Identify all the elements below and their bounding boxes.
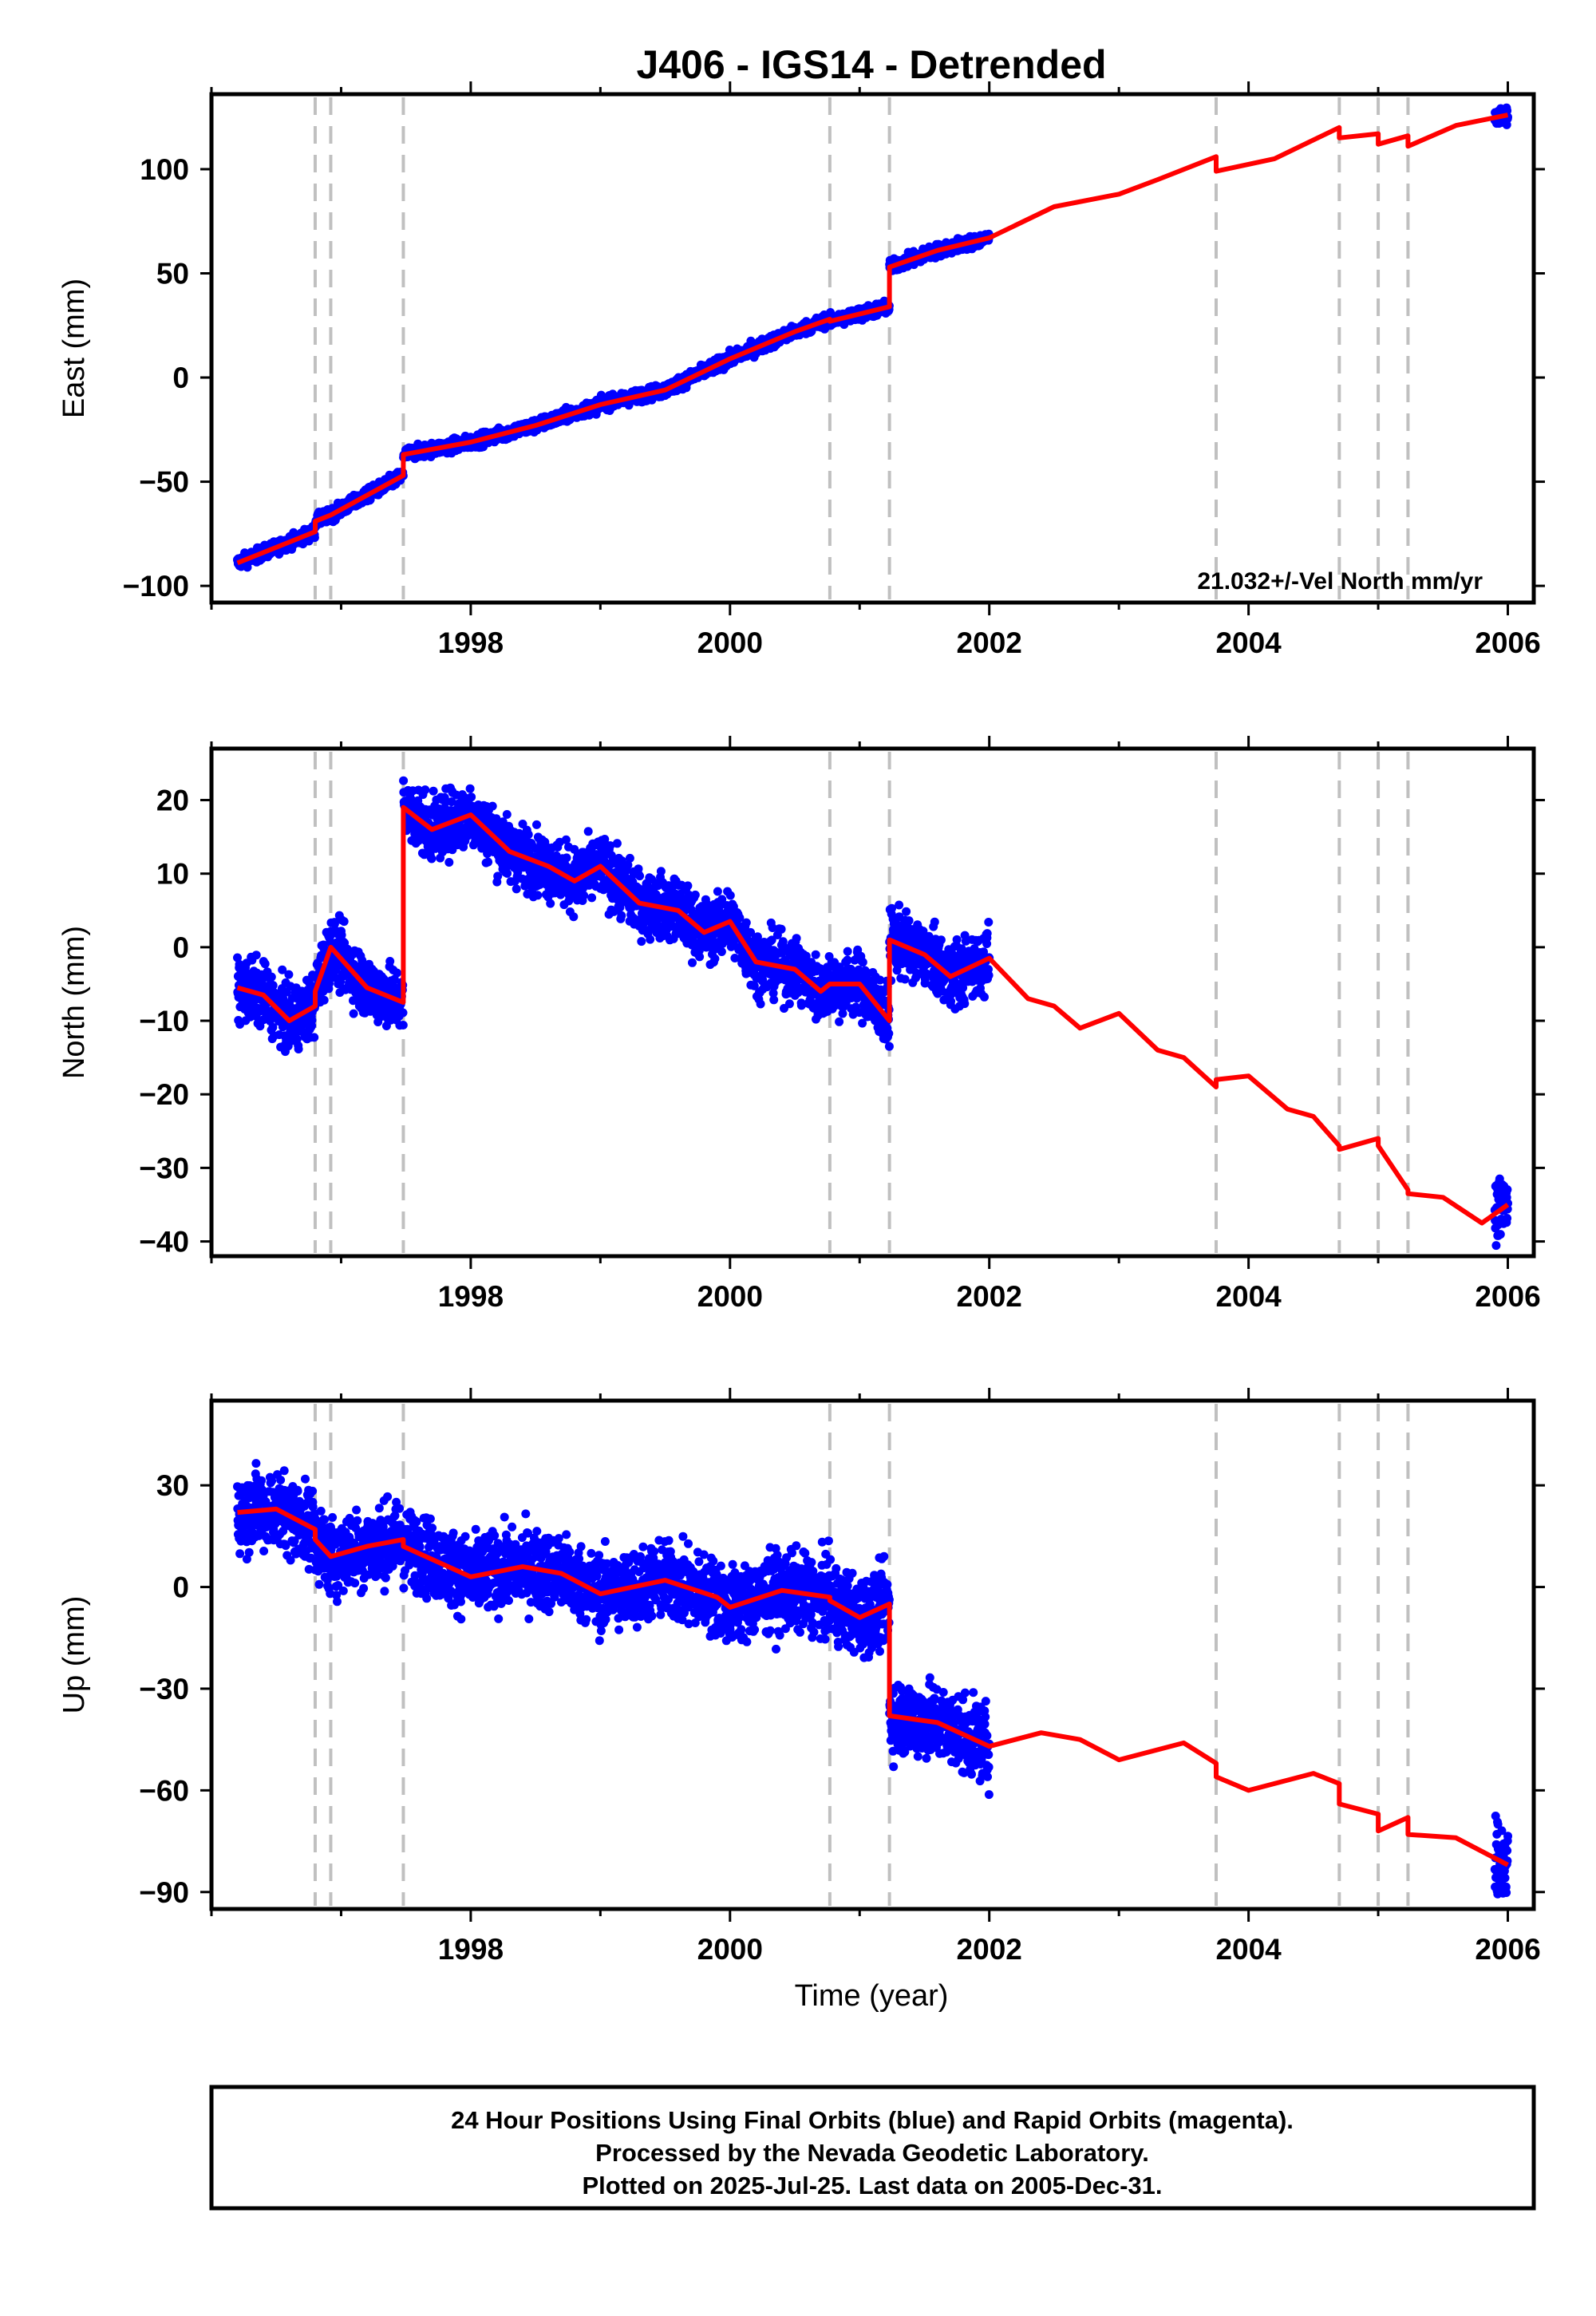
- data-point: [583, 827, 593, 836]
- data-point: [502, 810, 512, 819]
- data-point: [523, 830, 533, 840]
- data-point: [284, 970, 294, 979]
- data-point: [637, 937, 646, 947]
- data-point: [349, 1009, 358, 1018]
- y-axis-label: East (mm): [57, 279, 91, 418]
- data-point: [625, 853, 634, 863]
- data-point: [307, 1015, 317, 1025]
- data-point: [467, 792, 476, 802]
- data-point: [429, 786, 438, 796]
- data-point: [569, 912, 579, 922]
- data-points: [233, 776, 1512, 1251]
- data-point: [587, 893, 597, 903]
- x-tick-label: 2004: [1215, 626, 1282, 659]
- data-point: [310, 1033, 319, 1042]
- data-point: [421, 785, 430, 795]
- x-tick-label: 2002: [957, 626, 1022, 659]
- data-point: [267, 972, 276, 982]
- data-point: [393, 968, 401, 978]
- data-point: [690, 890, 700, 899]
- data-point: [310, 533, 319, 543]
- data-point: [493, 871, 503, 881]
- data-point: [398, 1008, 408, 1018]
- y-tick-label: −100: [123, 570, 189, 603]
- y-tick-label: 0: [172, 362, 189, 394]
- data-point: [251, 951, 261, 960]
- data-point: [533, 891, 543, 900]
- y-tick-label: 100: [140, 153, 189, 186]
- y-tick-label: 50: [156, 258, 189, 290]
- data-point: [399, 776, 409, 785]
- data-point: [512, 884, 521, 894]
- data-point: [385, 957, 395, 966]
- data-point: [646, 935, 655, 944]
- data-point: [444, 858, 454, 867]
- data-point: [532, 820, 541, 829]
- data-point: [427, 854, 437, 864]
- x-tick-label: 1998: [438, 626, 504, 659]
- data-point: [617, 911, 626, 920]
- y-tick-label: −50: [139, 466, 189, 499]
- data-point: [688, 958, 697, 967]
- data-point: [294, 1045, 303, 1053]
- data-point: [579, 891, 589, 900]
- figure-title: J406 - IGS14 - Detrended: [636, 42, 1106, 87]
- data-point: [656, 867, 666, 876]
- data-point: [546, 899, 555, 908]
- data-point: [339, 917, 349, 927]
- data-point: [612, 839, 622, 848]
- panel-north: 1998 2000 2002 2004 2006−40−30−20−1001020Nor…: [57, 736, 1545, 1313]
- x-tick-label: 2006: [1475, 626, 1540, 659]
- data-point: [503, 868, 512, 878]
- data-point: [683, 881, 693, 891]
- data-point: [398, 1021, 408, 1030]
- data-point: [562, 853, 571, 863]
- panels: 1998 2000 2002 2004 2006 −100 −50 0 50 100 East (m…: [57, 81, 1545, 1966]
- data-point: [488, 801, 497, 811]
- data-point: [635, 871, 645, 881]
- data-point: [465, 784, 475, 793]
- data-point: [319, 995, 329, 1005]
- data-point: [260, 959, 270, 969]
- data-point: [695, 952, 705, 962]
- x-tick-label: 2000: [697, 626, 763, 659]
- panel-east: 1998 2000 2002 2004 2006 −100 −50 0 50 100 East (m…: [57, 81, 1545, 659]
- velocity-note: 21.032+/-Vel North mm/yr: [1197, 568, 1483, 595]
- data-point: [484, 857, 493, 867]
- data-points: [233, 103, 1512, 572]
- model-line: [236, 113, 1509, 566]
- plot-frame: [209, 92, 1536, 605]
